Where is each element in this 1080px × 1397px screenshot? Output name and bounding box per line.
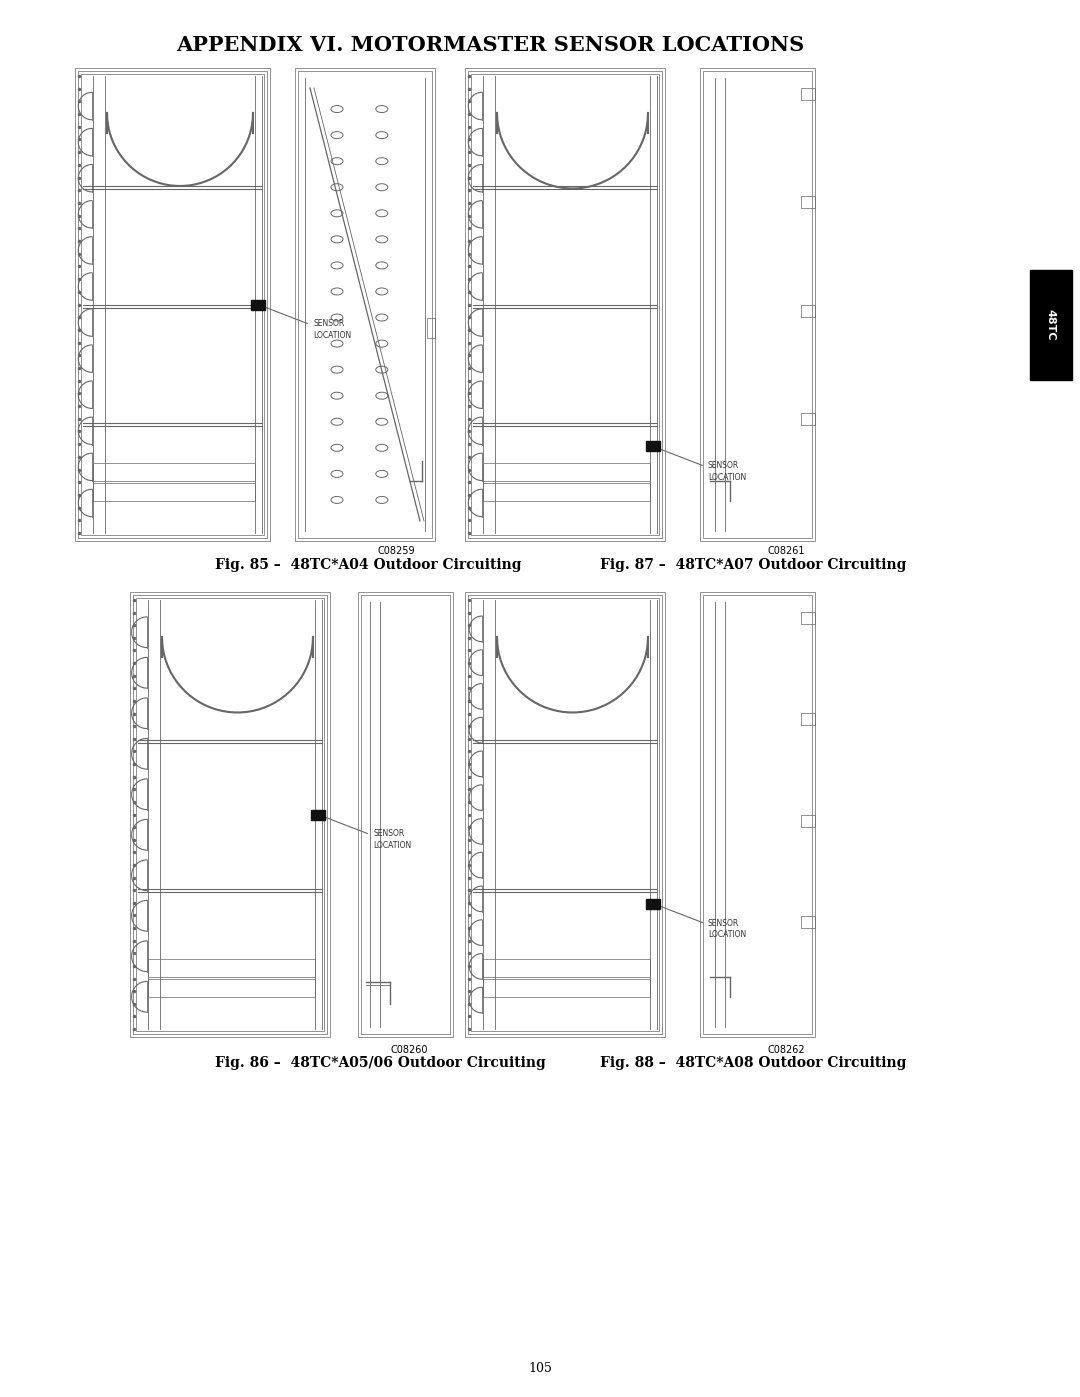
Bar [427,319,435,338]
Text: Fig. 87 –  48TC*A07 Outdoor Circuiting: Fig. 87 – 48TC*A07 Outdoor Circuiting [600,557,906,571]
Bar [361,595,450,1034]
Text: SENSOR
LOCATION: SENSOR LOCATION [313,320,351,341]
Bar [295,68,435,541]
Text: SENSOR
LOCATION: SENSOR LOCATION [708,918,746,939]
Text: APPENDIX VI. MOTORMASTER SENSOR LOCATIONS: APPENDIX VI. MOTORMASTER SENSOR LOCATION… [176,35,805,54]
Bar [801,412,815,425]
Bar [357,592,453,1037]
Bar [646,441,660,451]
Bar [136,598,324,1031]
Bar [700,68,815,541]
Bar [801,196,815,208]
Bar [801,88,815,101]
Bar [700,592,815,1037]
Bar [133,595,327,1034]
Text: C08259: C08259 [377,546,415,556]
Bar [93,462,255,481]
Bar [483,958,650,977]
Text: SENSOR
LOCATION: SENSOR LOCATION [708,461,746,482]
Bar [646,898,660,908]
Bar [148,958,315,977]
Bar [801,612,815,624]
Bar [148,979,315,997]
Bar [801,305,815,317]
Bar [468,71,662,538]
Bar [311,809,325,820]
Bar [801,916,815,928]
Bar [465,592,665,1037]
Bar [483,462,650,481]
Text: SENSOR
LOCATION: SENSOR LOCATION [373,830,411,851]
Text: C08262: C08262 [768,1045,805,1055]
Bar [703,71,812,538]
Bar [465,68,665,541]
Text: C08260: C08260 [391,1045,428,1055]
Bar [801,714,815,725]
Bar [78,71,267,538]
Bar [298,71,432,538]
Text: 105: 105 [528,1362,552,1375]
Bar [471,598,659,1031]
Bar [468,595,662,1034]
Bar [703,595,812,1034]
Bar [483,483,650,502]
Text: Fig. 88 –  48TC*A08 Outdoor Circuiting: Fig. 88 – 48TC*A08 Outdoor Circuiting [600,1056,906,1070]
Text: Fig. 85 –  48TC*A04 Outdoor Circuiting: Fig. 85 – 48TC*A04 Outdoor Circuiting [215,557,522,571]
Bar [75,68,270,541]
Bar [81,74,264,535]
Bar [471,74,659,535]
Bar [251,299,265,310]
Text: C08261: C08261 [768,546,805,556]
Bar [483,979,650,997]
Bar [93,483,255,502]
Bar [801,814,815,827]
Text: 48TC: 48TC [1047,309,1056,341]
Text: Fig. 86 –  48TC*A05/06 Outdoor Circuiting: Fig. 86 – 48TC*A05/06 Outdoor Circuiting [215,1056,545,1070]
Bar [1030,270,1072,380]
Bar [130,592,330,1037]
